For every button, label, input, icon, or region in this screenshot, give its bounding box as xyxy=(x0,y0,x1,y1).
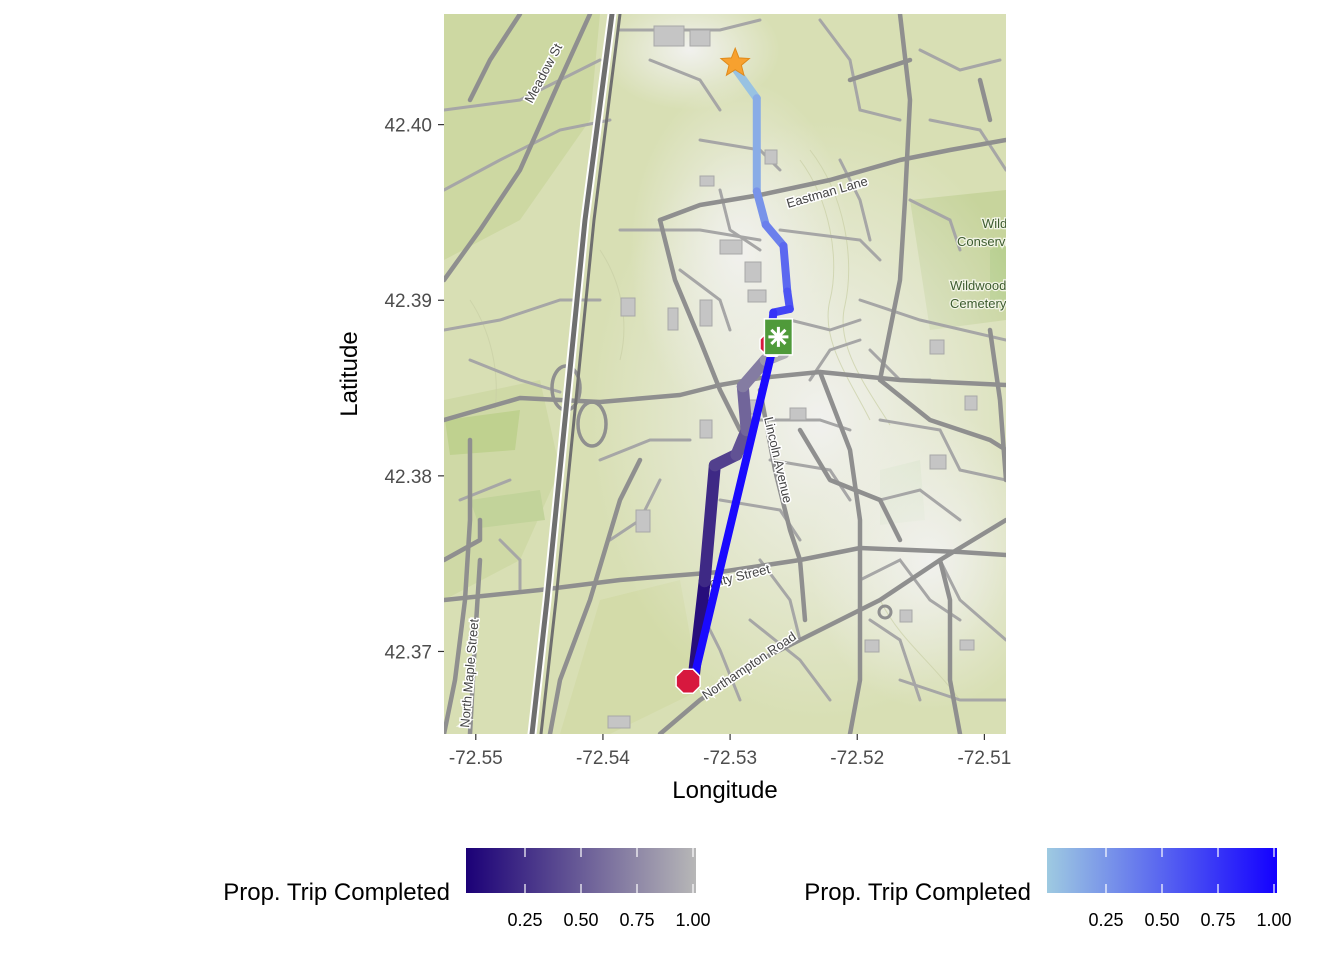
legend-tick-label: 0.25 xyxy=(507,910,542,930)
x-axis: -72.55 -72.54 -72.53 -72.52 -72.51 xyxy=(449,734,1011,769)
legend-tick-label: 0.75 xyxy=(1200,910,1235,930)
x-axis-title: Longitude xyxy=(672,777,777,804)
x-tick-label: -72.51 xyxy=(957,748,1011,769)
legend-tick-label: 0.25 xyxy=(1088,910,1123,930)
stop-sign-marker xyxy=(675,668,701,695)
route-segment xyxy=(761,220,788,250)
x-tick-label: -72.55 xyxy=(449,748,503,769)
legend-title-1: Prop. Trip Completed xyxy=(804,879,1031,906)
x-tick-label: -72.52 xyxy=(830,748,884,769)
route-segment xyxy=(689,347,777,686)
x-tick-label: -72.53 xyxy=(703,748,757,769)
legends: Prop. Trip Completed 0.25 0.50 0.75 1.00 Prop… xyxy=(223,848,1292,930)
y-axis-title: Latitude xyxy=(336,331,363,416)
route-segment xyxy=(736,380,753,437)
map-label-wildwood-cemetery-2: Cemetery xyxy=(950,296,1007,311)
origin-star-marker xyxy=(719,46,751,77)
legend-tick-label: 1.00 xyxy=(675,910,710,930)
x-tick-label: -72.54 xyxy=(576,748,630,769)
y-tick-label: 42.37 xyxy=(384,642,432,663)
legend-tick-label: 0.50 xyxy=(563,910,598,930)
route-segment xyxy=(752,187,770,229)
legend-tick-label: 0.75 xyxy=(619,910,654,930)
y-tick-label: 42.38 xyxy=(384,467,432,488)
transfer-stop-glyph xyxy=(770,328,787,346)
y-axis: 42.37 42.38 42.39 42.40 xyxy=(384,116,444,663)
route-segment xyxy=(698,459,721,588)
map-label-wildwood-conservation: Wild xyxy=(982,216,1007,231)
y-tick-label: 42.39 xyxy=(384,291,432,312)
transfer-stop-marker xyxy=(763,318,794,356)
legend-tick-label: 0.50 xyxy=(1144,910,1179,930)
route-segment xyxy=(779,241,792,296)
legend-title-0: Prop. Trip Completed xyxy=(223,879,450,906)
markers-layer xyxy=(675,46,794,695)
y-tick-label: 42.40 xyxy=(384,116,432,137)
basemap-tiles: Meadow St Eastman Lane Lincoln Avenue Am… xyxy=(444,14,1013,734)
legend-tick-label: 1.00 xyxy=(1256,910,1291,930)
map-label-wildwood-conservation-2: Conserva xyxy=(957,234,1013,249)
map-label-wildwood-cemetery: Wildwood xyxy=(950,278,1006,293)
